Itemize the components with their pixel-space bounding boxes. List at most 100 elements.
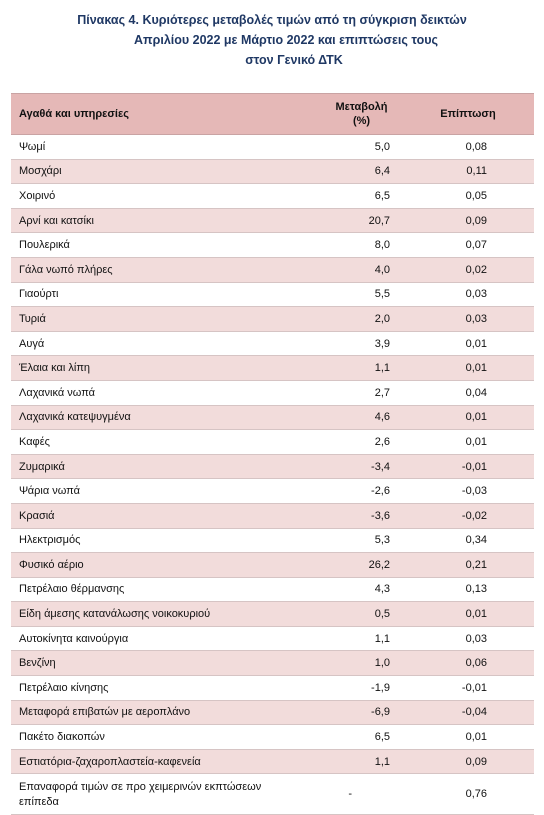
row-impact: -0,02 (402, 503, 534, 529)
row-change: 6,5 (303, 183, 402, 209)
row-change: 2,6 (303, 429, 402, 455)
row-name: Αρνί και κατσίκι (11, 208, 303, 234)
table-row: Φυσικό αέριο 26,2 0,21 (11, 552, 534, 578)
table-row: Λαχανικά κατεψυγμένα 4,6 0,01 (11, 405, 534, 431)
row-impact: 0,01 (402, 724, 534, 750)
row-impact: 0,13 (402, 577, 534, 603)
row-change: 6,4 (303, 159, 402, 185)
row-impact: 0,04 (402, 380, 534, 406)
price-changes-table: Αγαθά και υπηρεσίες Μεταβολή (%) Επίπτωσ… (11, 93, 534, 815)
row-impact: 0,09 (402, 749, 534, 775)
title-line-2: Απριλίου 2022 με Μάρτιο 2022 και επιπτώσ… (134, 33, 438, 47)
table-row: Πουλερικά 8,0 0,07 (11, 232, 534, 258)
row-impact: 0,09 (402, 208, 534, 234)
row-change: 1,1 (303, 355, 402, 381)
row-name: Ηλεκτρισμός (11, 528, 303, 554)
row-impact: 0,34 (402, 528, 534, 554)
row-name: Ζυμαρικά (11, 454, 303, 480)
row-impact: 0,01 (402, 355, 534, 381)
row-name: Είδη άμεσης κατανάλωσης νοικοκυριού (11, 601, 303, 627)
row-name: Πετρέλαιο κίνησης (11, 675, 303, 701)
table-row: Μοσχάρι 6,4 0,11 (11, 159, 534, 185)
row-name: Φυσικό αέριο (11, 552, 303, 578)
table-row: Αυτοκίνητα καινούργια 1,1 0,03 (11, 626, 534, 652)
row-name: Καφές (11, 429, 303, 455)
title-line-1: Πίνακας 4. Κυριότερες μεταβολές τιμών απ… (77, 13, 467, 27)
table-row: Πετρέλαιο θέρμανσης 4,3 0,13 (11, 577, 534, 603)
row-name: Εστιατόρια-ζαχαροπλαστεία-καφενεία (11, 749, 303, 775)
row-impact: 0,03 (402, 626, 534, 652)
header-goods-services: Αγαθά και υπηρεσίες (11, 93, 303, 135)
row-impact: -0,01 (402, 454, 534, 480)
row-name: Λαχανικά νωπά (11, 380, 303, 406)
row-impact: 0,01 (402, 429, 534, 455)
table-row: Τυριά 2,0 0,03 (11, 306, 534, 332)
row-name: Λαχανικά κατεψυγμένα (11, 405, 303, 431)
header-change-label: Μεταβολή (335, 101, 388, 113)
row-name: Επαναφορά τιμών σε προ χειμερινών εκπτώσ… (11, 773, 303, 815)
row-change: 5,5 (303, 282, 402, 308)
table-row: Αρνί και κατσίκι 20,7 0,09 (11, 208, 534, 234)
header-change: Μεταβολή (%) (303, 93, 402, 135)
table-row: Κρασιά -3,6 -0,02 (11, 503, 534, 529)
row-change: -3,4 (303, 454, 402, 480)
row-change: 5,0 (303, 134, 402, 160)
row-name: Ψωμί (11, 134, 303, 160)
row-name: Πετρέλαιο θέρμανσης (11, 577, 303, 603)
row-name: Βενζίνη (11, 650, 303, 677)
header-change-unit: (%) (352, 115, 371, 127)
table-row: Βενζίνη 1,0 0,06 (11, 650, 534, 677)
row-change: -1,9 (303, 675, 402, 701)
row-change: 3,9 (303, 331, 402, 357)
row-change: 2,7 (303, 380, 402, 406)
row-change: - (303, 773, 402, 815)
row-change: 6,5 (303, 724, 402, 750)
row-change: 4,0 (303, 257, 402, 283)
table-row: Ψωμί 5,0 0,08 (11, 134, 534, 160)
table-row: Πετρέλαιο κίνησης -1,9 -0,01 (11, 675, 534, 701)
table-row: Πακέτο διακοπών 6,5 0,01 (11, 724, 534, 750)
row-impact: -0,03 (402, 478, 534, 504)
title-line-3: στον Γενικό ΔΤΚ (245, 53, 343, 67)
table-row: Γάλα νωπό πλήρες 4,0 0,02 (11, 257, 534, 283)
row-impact: 0,03 (402, 282, 534, 308)
row-name: Ψάρια νωπά (11, 478, 303, 504)
row-change: 1,0 (303, 650, 402, 677)
row-change: 0,5 (303, 601, 402, 627)
row-name: Γιαούρτι (11, 282, 303, 308)
row-name: Αυγά (11, 331, 303, 357)
row-name: Κρασιά (11, 503, 303, 529)
table-row: Γιαούρτι 5,5 0,03 (11, 282, 534, 308)
row-change: 26,2 (303, 552, 402, 578)
row-impact: 0,07 (402, 232, 534, 258)
row-change: 2,0 (303, 306, 402, 332)
table-row: Επαναφορά τιμών σε προ χειμερινών εκπτώσ… (11, 773, 534, 815)
table-row: Καφές 2,6 0,01 (11, 429, 534, 455)
row-change: -3,6 (303, 503, 402, 529)
row-impact: -0,04 (402, 700, 534, 726)
row-change: 1,1 (303, 626, 402, 652)
row-name: Αυτοκίνητα καινούργια (11, 626, 303, 652)
row-impact: 0,06 (402, 650, 534, 677)
row-impact: 0,76 (402, 773, 534, 815)
row-change: -6,9 (303, 700, 402, 726)
row-impact: 0,21 (402, 552, 534, 578)
row-change: -2,6 (303, 478, 402, 504)
row-impact: 0,11 (402, 159, 534, 185)
table-row: Αυγά 3,9 0,01 (11, 331, 534, 357)
table-row: Ψάρια νωπά -2,6 -0,03 (11, 478, 534, 504)
row-impact: 0,01 (402, 331, 534, 357)
row-impact: 0,01 (402, 601, 534, 627)
row-name: Γάλα νωπό πλήρες (11, 257, 303, 283)
row-impact: 0,01 (402, 405, 534, 431)
row-name: Μεταφορά επιβατών με αεροπλάνο (11, 700, 303, 726)
row-impact: 0,08 (402, 134, 534, 160)
row-change: 4,6 (303, 405, 402, 431)
row-name: Πακέτο διακοπών (11, 724, 303, 750)
row-impact: 0,05 (402, 183, 534, 209)
row-change: 1,1 (303, 749, 402, 775)
table-row: Ηλεκτρισμός 5,3 0,34 (11, 528, 534, 554)
row-change: 5,3 (303, 528, 402, 554)
table-row: Ζυμαρικά -3,4 -0,01 (11, 454, 534, 480)
row-name: Μοσχάρι (11, 159, 303, 185)
